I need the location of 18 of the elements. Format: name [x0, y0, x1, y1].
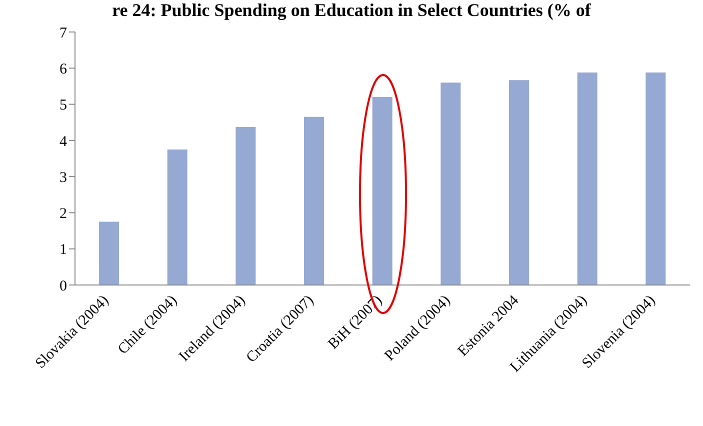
y-tick-label: 5 — [60, 98, 67, 114]
bar — [577, 72, 598, 285]
bar — [167, 149, 188, 285]
y-tick-label: 1 — [60, 242, 67, 258]
y-tick-label: 7 — [60, 25, 68, 42]
y-tick-label: 0 — [60, 278, 67, 294]
bar — [440, 82, 461, 285]
bar — [646, 72, 666, 285]
chart-title: re 24: Public Spending on Education in Select Countries (% of — [111, 0, 592, 21]
bar — [236, 127, 256, 285]
y-tick-label: 3 — [60, 170, 67, 186]
bar — [304, 116, 324, 285]
bar — [509, 80, 529, 285]
bar — [99, 222, 119, 285]
y-tick-label: 6 — [60, 61, 68, 78]
y-tick-label: 2 — [60, 206, 67, 222]
bar — [372, 97, 392, 285]
y-tick-label: 4 — [60, 134, 68, 150]
